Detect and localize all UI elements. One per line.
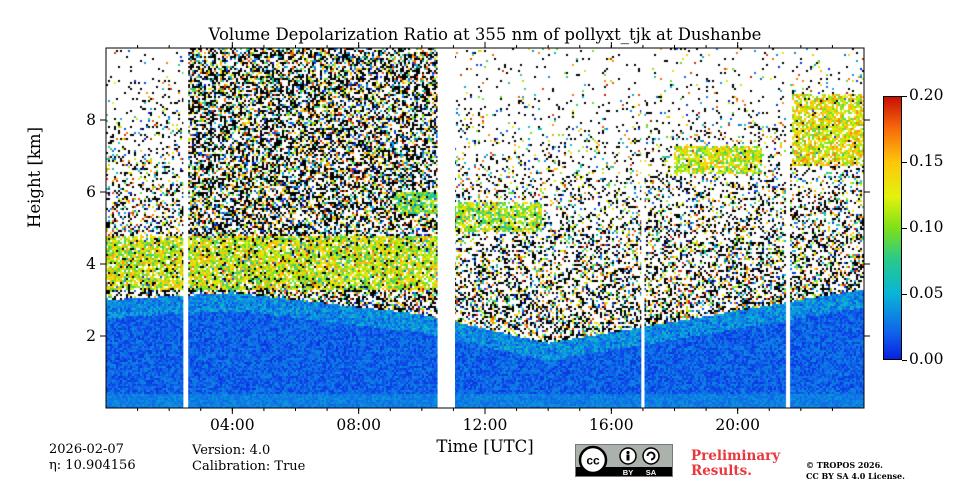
eta-value: η: 10.904156 [49,458,136,473]
data-gap-3 [786,48,790,408]
copyright-notice: © TROPOS 2026. CC BY SA 4.0 License. [806,460,905,482]
cc-license-badge: cc BY SA [575,444,673,477]
y-tick-label: 6 [86,183,96,201]
y-axis-label: Height [km] [25,126,44,228]
x-tick-label: 12:00 [463,416,508,434]
x-tick-label: 20:00 [715,416,760,434]
chart-title: Volume Depolarization Ratio at 355 nm of… [208,25,762,44]
y-tick-label: 2 [86,327,96,345]
copyright-line-2: CC BY SA 4.0 License. [806,471,905,481]
measurement-date: 2026-02-07 [49,442,124,457]
data-gap-2 [641,48,645,408]
cc-by-sa-icon: cc BY SA [576,445,672,477]
depolarization-raster [106,48,864,408]
license-by-label: BY [623,468,633,476]
colorbar-tick-label: 0.05 [909,284,944,302]
preliminary-text: Preliminary [691,448,781,464]
colorbar-tick-label: 0.20 [909,86,944,104]
plot-area: 04:00 08:00 12:00 16:00 20:00 2 4 6 8 [86,42,870,434]
colorbar-tick [902,161,907,163]
data-gap-1 [437,48,455,408]
colorbar-tick [902,293,907,295]
x-tick-label: 08:00 [336,416,381,434]
colorbar-tick [902,359,907,361]
x-tick-label: 16:00 [589,416,634,434]
colorbar-tick-label: 0.15 [909,152,944,170]
copyright-line-1: © TROPOS 2026. [806,460,883,470]
version-text: Version: 4.0 [192,443,271,458]
x-axis-label: Time [UTC] [436,437,534,456]
x-tick-label: 04:00 [210,416,255,434]
heatmap-plot: 04:00 08:00 12:00 16:00 20:00 2 4 6 8 [86,42,870,434]
y-tick-label: 8 [86,111,96,129]
data-gap-0 [183,48,189,408]
colorbar-tick [902,95,907,97]
calibration-text: Calibration: True [192,459,306,474]
preliminary-results-note: Preliminary Results. [691,449,780,479]
license-sa-label: SA [646,468,657,476]
footer-date-block: 2026-02-07 η: 10.904156 [49,442,136,474]
colorbar [883,96,902,360]
colorbar-tick [902,227,907,229]
svg-text:cc: cc [586,454,600,468]
results-text: Results. [691,463,752,479]
colorbar-tick-label: 0.00 [909,350,944,368]
y-tick-label: 4 [86,255,96,273]
footer-version-block: Version: 4.0 Calibration: True [192,443,305,475]
colorbar-tick-label: 0.10 [909,218,944,236]
